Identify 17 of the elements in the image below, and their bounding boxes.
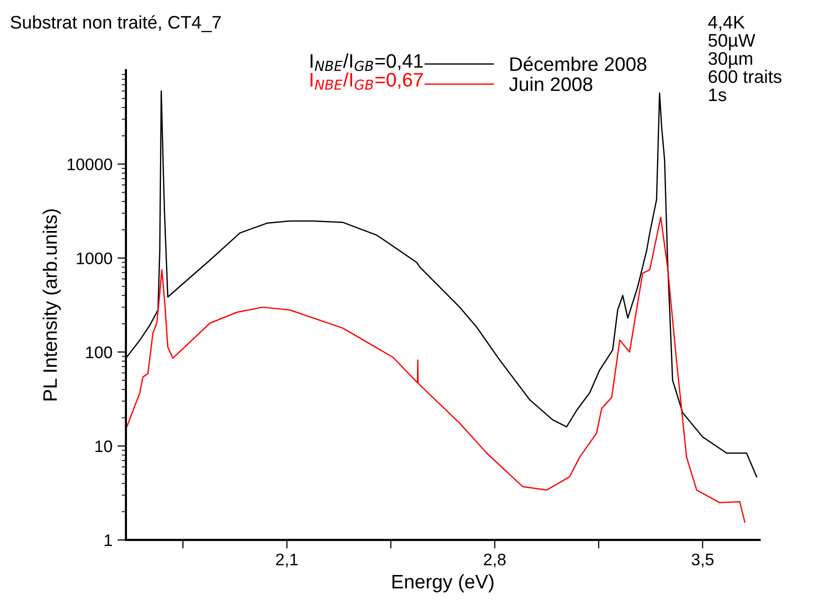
x-tick-label: 3,5 (692, 554, 714, 568)
x-tick-label: 2,8 (484, 554, 506, 568)
x-axis-title: Energy (eV) (392, 574, 494, 592)
x-tick-label: 2,1 (276, 554, 298, 568)
chart-title: Substrat non traité, CT4_7 (10, 15, 221, 32)
y-tick-label: 10000 (68, 158, 112, 170)
y-axis-title: PL Intensity (arb.units) (42, 209, 61, 400)
annotation: 4,4K 50µW 30µm 600 traits 1s (708, 16, 782, 102)
y-tick-label: 10 (95, 440, 112, 452)
annotation: I$_{NBE}$/I$_{GB}$=0,67 (310, 72, 423, 90)
y-tick-label: 1000 (76, 252, 112, 264)
legend-label: Juin 2008 (509, 76, 592, 92)
line-series (126, 216, 746, 523)
y-tick-label: 1 (104, 534, 112, 546)
annotation: I$_{NBE}$/I$_{GB}$=0,41 (310, 54, 423, 72)
legend-label: Décembre 2008 (510, 56, 646, 72)
y-tick-label: 100 (86, 346, 112, 358)
